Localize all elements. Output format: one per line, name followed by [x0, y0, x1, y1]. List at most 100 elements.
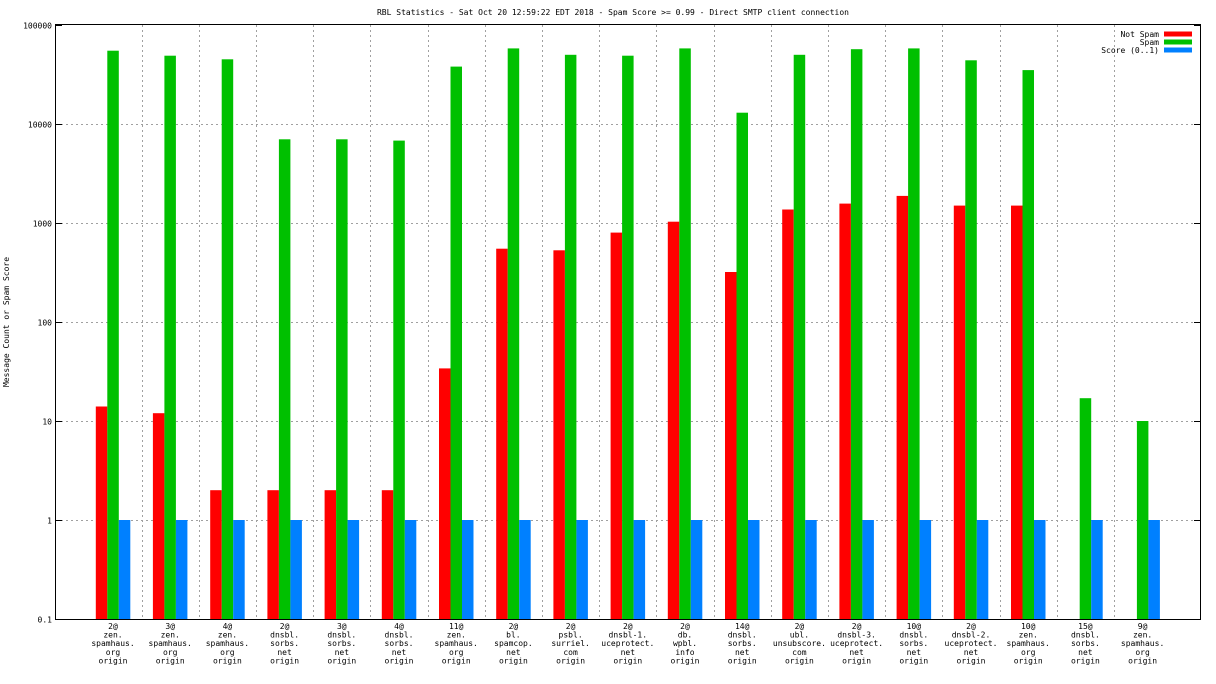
bar-not-spam [610, 232, 623, 619]
bar-spam [221, 59, 234, 620]
x-tick-label: 3@ [165, 622, 175, 631]
bar-score-0-1 [118, 520, 131, 619]
x-tick-label: 9@ [1138, 622, 1148, 631]
legend-swatch [1164, 39, 1192, 45]
x-tick-label: dnsbl-2. [952, 631, 991, 640]
x-tick-label: sorbs. [385, 639, 414, 648]
x-tick-label: zen. [1133, 631, 1152, 640]
bar-not-spam [1011, 205, 1023, 619]
x-tick-label: dnsbl-1. [609, 631, 648, 640]
bar-not-spam [439, 368, 451, 619]
bar-spam [736, 112, 748, 619]
x-tick-label: org [220, 648, 235, 657]
x-tick-label: zen. [161, 631, 180, 640]
y-tick-label: 100 [38, 319, 53, 328]
legend-label: Not Spam [1120, 30, 1159, 39]
bar-spam [622, 55, 634, 619]
bar-spam [507, 48, 520, 619]
x-tick-label: net [277, 648, 292, 657]
x-tick-label: net [1078, 648, 1093, 657]
bar-spam [850, 49, 863, 619]
x-tick-label: 15@ [1078, 622, 1093, 631]
bar-spam [908, 48, 920, 619]
x-tick-label: spamhaus. [149, 639, 192, 648]
chart-title: RBL Statistics - Sat Oct 20 12:59:22 EDT… [377, 8, 849, 17]
bar-not-spam [496, 248, 508, 619]
x-tick-label: origin [499, 656, 528, 665]
x-tick-label: spamcop. [494, 639, 533, 648]
x-tick-label: origin [613, 656, 642, 665]
x-tick-label: dnsbl. [385, 631, 414, 640]
x-tick-label: org [163, 648, 178, 657]
x-tick-label: unsubscore. [773, 639, 826, 648]
x-tick-label: origin [785, 656, 814, 665]
x-tick-label: net [392, 648, 407, 657]
x-tick-label: origin [728, 656, 757, 665]
x-tick-label: 2@ [280, 622, 290, 631]
x-tick-label: origin [156, 656, 185, 665]
x-tick-label: origin [1071, 656, 1100, 665]
bar-spam [1022, 70, 1034, 620]
legend-label: Score (0..1) [1101, 46, 1159, 55]
x-tick-label: origin [842, 656, 871, 665]
bar-spam [393, 140, 405, 619]
x-tick-label: org [106, 648, 121, 657]
bar-score-0-1 [1091, 520, 1103, 619]
bar-spam [1136, 421, 1149, 619]
y-tick-label: 1000 [33, 220, 52, 229]
x-tick-label: origin [899, 656, 928, 665]
x-tick-label: net [621, 648, 636, 657]
x-tick-label: org [1135, 648, 1150, 657]
bar-not-spam [725, 272, 737, 619]
x-tick-label: dnsbl-3. [837, 631, 876, 640]
bar-spam [679, 48, 691, 619]
bar-spam [1079, 398, 1092, 619]
x-tick-label: sorbs. [899, 639, 928, 648]
plot-frame [55, 24, 1201, 620]
x-tick-label: net [735, 648, 750, 657]
y-tick-label: 10000 [28, 121, 52, 130]
bar-not-spam [381, 490, 394, 619]
bar-spam [965, 60, 977, 620]
bar-score-0-1 [290, 520, 302, 619]
bar-score-0-1 [690, 520, 703, 619]
bar-not-spam [839, 203, 851, 619]
x-tick-label: sorbs. [1071, 639, 1100, 648]
x-tick-label: bl. [506, 631, 520, 640]
x-tick-label: 10@ [907, 622, 922, 631]
y-ticks: 0.1 1 10 100 1000 10000 100000 [23, 22, 1200, 625]
x-tick-label: 2@ [108, 622, 118, 631]
x-tick-label: sorbs. [270, 639, 299, 648]
x-tick-label: 3@ [337, 622, 347, 631]
x-tick-label: ubl. [790, 631, 809, 640]
x-tick-label: 2@ [680, 622, 690, 631]
x-tick-label: dnsbl. [899, 631, 928, 640]
bar-score-0-1 [976, 520, 989, 619]
x-tick-label: 11@ [449, 622, 464, 631]
x-tick-label: org [449, 648, 464, 657]
legend-label: Spam [1140, 38, 1159, 47]
bar-spam [450, 66, 462, 620]
x-tick-label: net [964, 648, 979, 657]
x-tick-label: origin [99, 656, 128, 665]
y-axis-label: Message Count or Spam Score [2, 257, 11, 387]
x-tick-label: spamhaus. [435, 639, 478, 648]
bar-not-spam [152, 413, 165, 619]
legend-swatch [1164, 31, 1192, 37]
x-tick-label: uceprotect. [830, 639, 883, 648]
bar-score-0-1 [462, 520, 474, 619]
bar-score-0-1 [748, 520, 760, 619]
bar-score-0-1 [1148, 520, 1160, 619]
y-tick-label: 10 [42, 418, 52, 427]
x-tick-label: net [849, 648, 864, 657]
bar-spam [107, 50, 119, 619]
bar-score-0-1 [347, 520, 360, 619]
x-tick-label: dnsbl. [728, 631, 757, 640]
x-tick-label: spamhaus. [91, 639, 134, 648]
x-tick-label: dnsbl. [327, 631, 356, 640]
y-tick-label: 1 [47, 517, 52, 526]
x-tick-label: origin [385, 656, 414, 665]
x-tick-label: origin [957, 656, 986, 665]
